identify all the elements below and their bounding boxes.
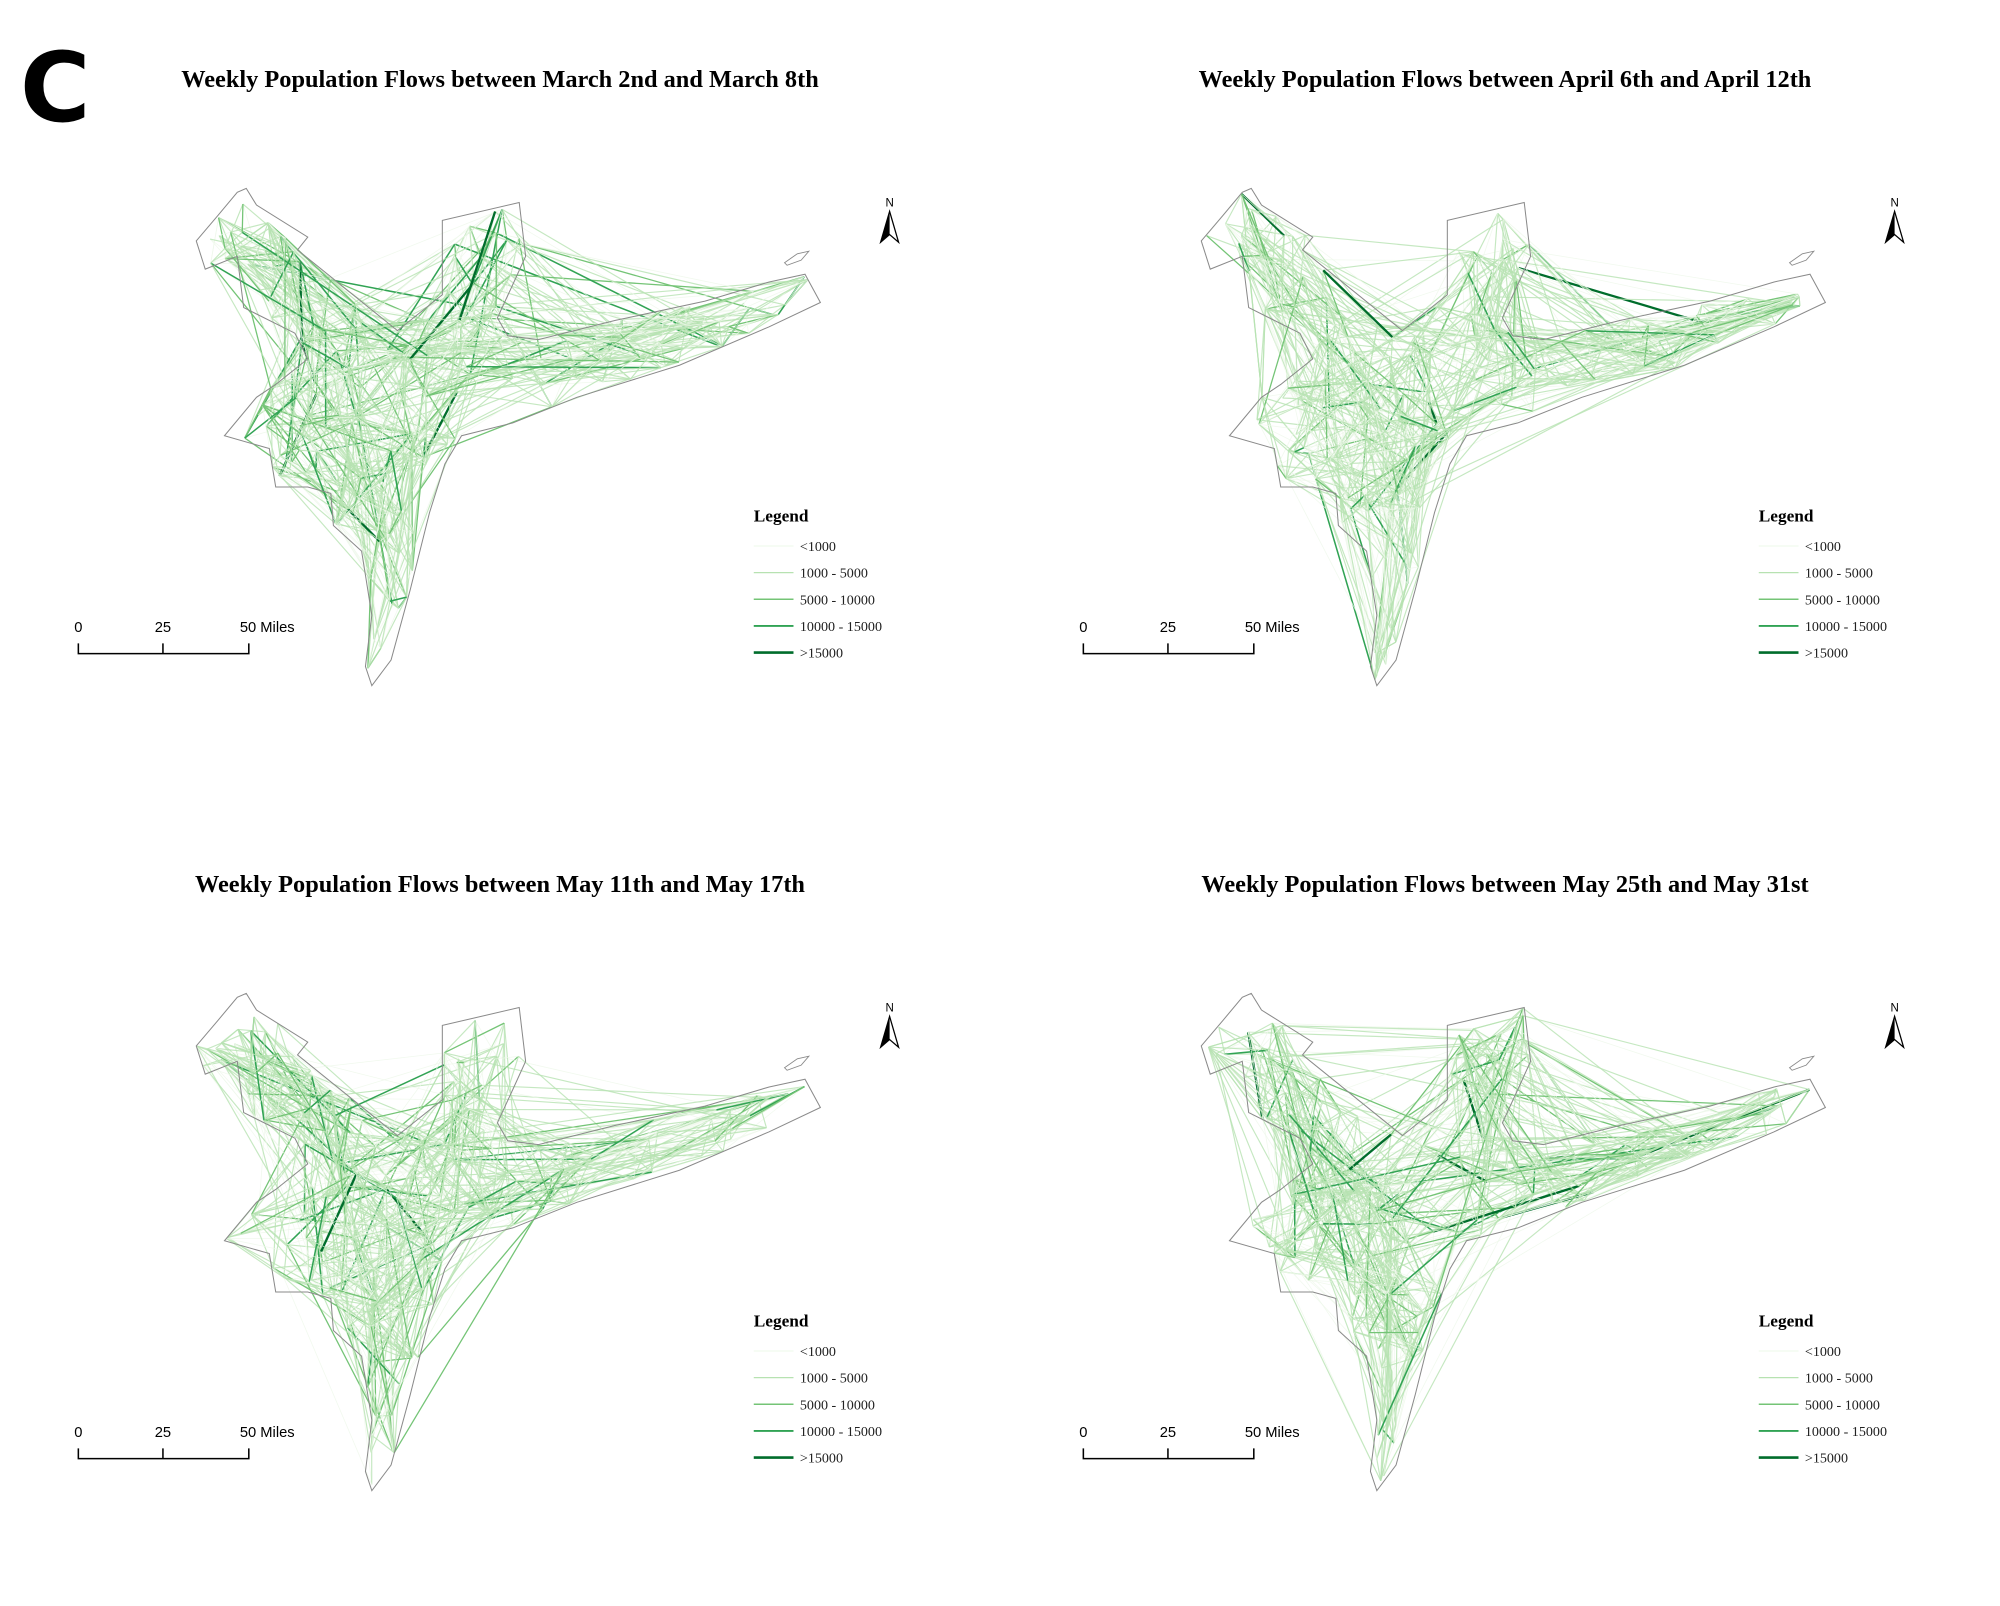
legend: Legend <1000 1000 - 5000 5000 - 10000 10000…: [754, 1312, 882, 1467]
flow-line: [413, 439, 455, 440]
scale-bar: 0 25 50 Miles: [74, 620, 294, 654]
map-title: Weekly Population Flows between March 2n…: [181, 66, 819, 93]
flow-line: [496, 233, 497, 306]
map-panel-3: Weekly Population Flows between May 11th…: [0, 805, 1000, 1606]
flow-line: [1523, 1016, 1524, 1040]
island-outline: [785, 251, 809, 265]
legend-label: 10000 - 15000: [1805, 619, 1887, 635]
legend-label: <1000: [1805, 539, 1841, 555]
north-arrow: N: [881, 197, 899, 242]
flow-line: [1475, 338, 1476, 379]
north-label: N: [1890, 197, 1898, 209]
legend-title: Legend: [1759, 507, 1814, 526]
flow-line: [221, 1029, 238, 1042]
scale-label-0: 0: [1079, 620, 1087, 636]
flow-line: [323, 1294, 341, 1295]
map-title: Weekly Population Flows between May 11th…: [195, 871, 805, 898]
legend-label: <1000: [800, 539, 836, 555]
legend-title: Legend: [754, 1312, 809, 1331]
flow-line: [1305, 235, 1473, 251]
flow-lines: [1209, 1008, 1810, 1481]
flow-map: Weekly Population Flows between March 2n…: [0, 0, 1000, 801]
flow-line: [466, 367, 660, 368]
flow-line: [237, 245, 427, 356]
map-panel-4: Weekly Population Flows between May 25th…: [1005, 805, 2000, 1606]
scale-label-50: 50 Miles: [240, 1425, 295, 1441]
legend: Legend <1000 1000 - 5000 5000 - 10000 10000…: [1759, 507, 1887, 662]
flow-lines: [197, 1017, 805, 1485]
flow-map: Weekly Population Flows between May 25th…: [1005, 805, 2000, 1606]
island-outline: [785, 1056, 809, 1070]
scale-bar: 0 25 50 Miles: [74, 1425, 294, 1459]
flow-map: Weekly Population Flows between April 6t…: [1005, 0, 2000, 801]
flow-line: [1225, 224, 1348, 337]
legend-label: 5000 - 10000: [1805, 592, 1880, 608]
scale-label-50: 50 Miles: [1245, 620, 1300, 636]
scale-label-25: 25: [1160, 620, 1176, 636]
scale-label-0: 0: [74, 1425, 82, 1441]
flow-lines: [210, 204, 808, 668]
scale-label-50: 50 Miles: [240, 620, 295, 636]
legend-label: 1000 - 5000: [1805, 566, 1873, 582]
north-label: N: [885, 1002, 893, 1014]
map-panel-1: Weekly Population Flows between March 2n…: [0, 0, 1000, 801]
flow-line: [423, 1258, 424, 1290]
flow-line: [1502, 404, 1533, 411]
flow-line: [356, 226, 470, 329]
flow-line: [242, 204, 243, 232]
legend-label: <1000: [800, 1344, 836, 1360]
map-title: Weekly Population Flows between May 25th…: [1201, 871, 1808, 898]
scale-label-0: 0: [74, 620, 82, 636]
legend-label: >15000: [800, 1451, 843, 1467]
legend-label: 5000 - 10000: [800, 1397, 875, 1413]
legend-label: >15000: [800, 646, 843, 662]
north-arrow: N: [881, 1002, 899, 1047]
legend-label: 5000 - 10000: [800, 592, 875, 608]
flow-line: [444, 1020, 475, 1052]
map-panel-2: Weekly Population Flows between April 6t…: [1005, 0, 2000, 801]
scale-bar: 0 25 50 Miles: [1079, 620, 1299, 654]
flow-line: [1799, 297, 1800, 306]
legend-label: >15000: [1805, 646, 1848, 662]
scale-label-25: 25: [155, 620, 171, 636]
island-outline: [1790, 251, 1814, 265]
scale-label-25: 25: [155, 1425, 171, 1441]
legend-label: 1000 - 5000: [800, 566, 868, 582]
flow-line: [423, 407, 552, 457]
flow-line: [1390, 1294, 1408, 1295]
legend-title: Legend: [754, 507, 809, 526]
map-title: Weekly Population Flows between April 6t…: [1199, 66, 1812, 93]
flow-line: [268, 223, 269, 229]
flow-line: [1454, 376, 1532, 410]
flow-line: [284, 1245, 287, 1278]
flow-line: [521, 342, 611, 343]
legend-label: 10000 - 15000: [800, 619, 882, 635]
flow-map: Weekly Population Flows between May 11th…: [0, 805, 1000, 1606]
flow-line: [482, 1085, 768, 1097]
legend: Legend <1000 1000 - 5000 5000 - 10000 10000…: [754, 507, 882, 662]
flow-lines: [1207, 194, 1800, 679]
north-arrow: N: [1886, 197, 1904, 242]
flow-line: [1523, 1016, 1774, 1098]
north-label: N: [885, 197, 893, 209]
legend-label: 10000 - 15000: [800, 1424, 882, 1440]
legend-label: 1000 - 5000: [800, 1371, 868, 1387]
